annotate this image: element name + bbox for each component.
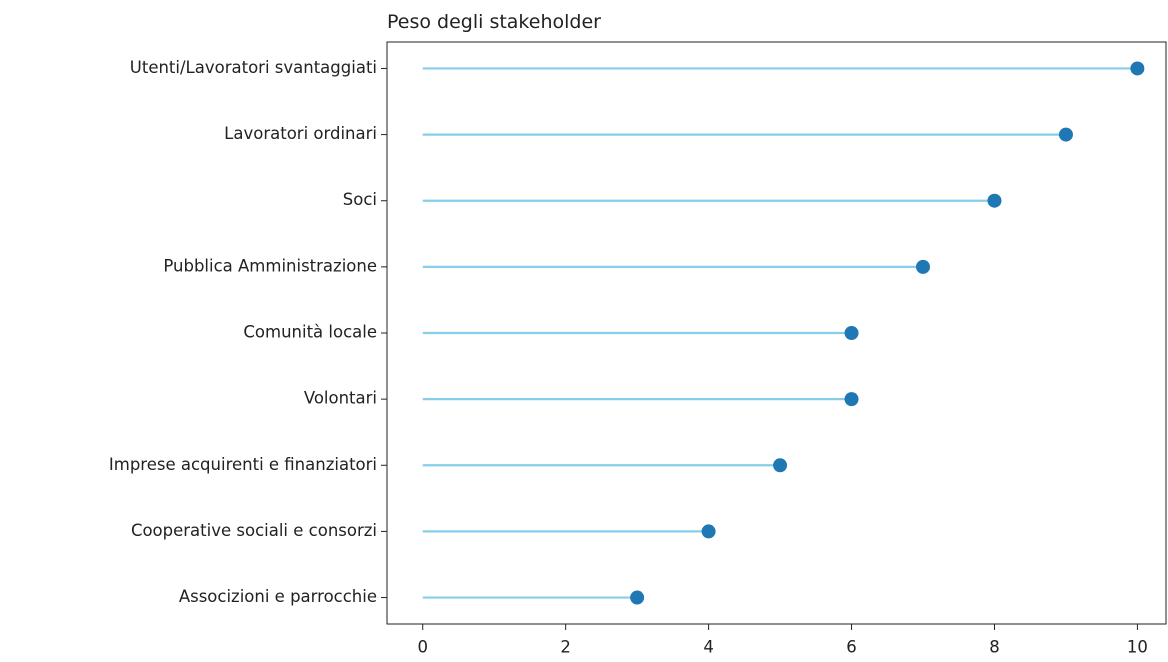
y-tick-label: Imprese acquirenti e finanziatori (109, 455, 377, 474)
y-tick-label: Lavoratori ordinari (224, 124, 377, 143)
chart-title: Peso degli stakeholder (387, 11, 601, 33)
x-tick-label: 0 (417, 638, 428, 657)
dot (701, 524, 716, 539)
x-tick-label: 8 (989, 638, 1000, 657)
plot-frame (386, 41, 1167, 625)
y-tick-label: Associzioni e parrocchie (179, 587, 377, 606)
x-tick-label: 10 (1127, 638, 1148, 657)
dot (1058, 127, 1073, 142)
y-tick-label: Utenti/Lavoratori svantaggiati (130, 58, 377, 77)
dot (987, 193, 1002, 208)
y-tick-label: Volontari (304, 389, 377, 408)
x-tick-label: 6 (846, 638, 857, 657)
y-tick-label: Comunità locale (243, 323, 377, 342)
x-tick-label: 4 (703, 638, 714, 657)
x-tick-label: 2 (560, 638, 571, 657)
dot (1130, 61, 1145, 76)
y-tick-label: Pubblica Amministrazione (163, 256, 377, 275)
dot (844, 392, 859, 407)
y-tick-label: Soci (343, 190, 377, 209)
y-tick-label: Cooperative sociali e consorzi (131, 521, 377, 540)
dot (630, 590, 645, 605)
dot (844, 326, 859, 340)
dot (916, 259, 931, 274)
dot (773, 458, 788, 473)
